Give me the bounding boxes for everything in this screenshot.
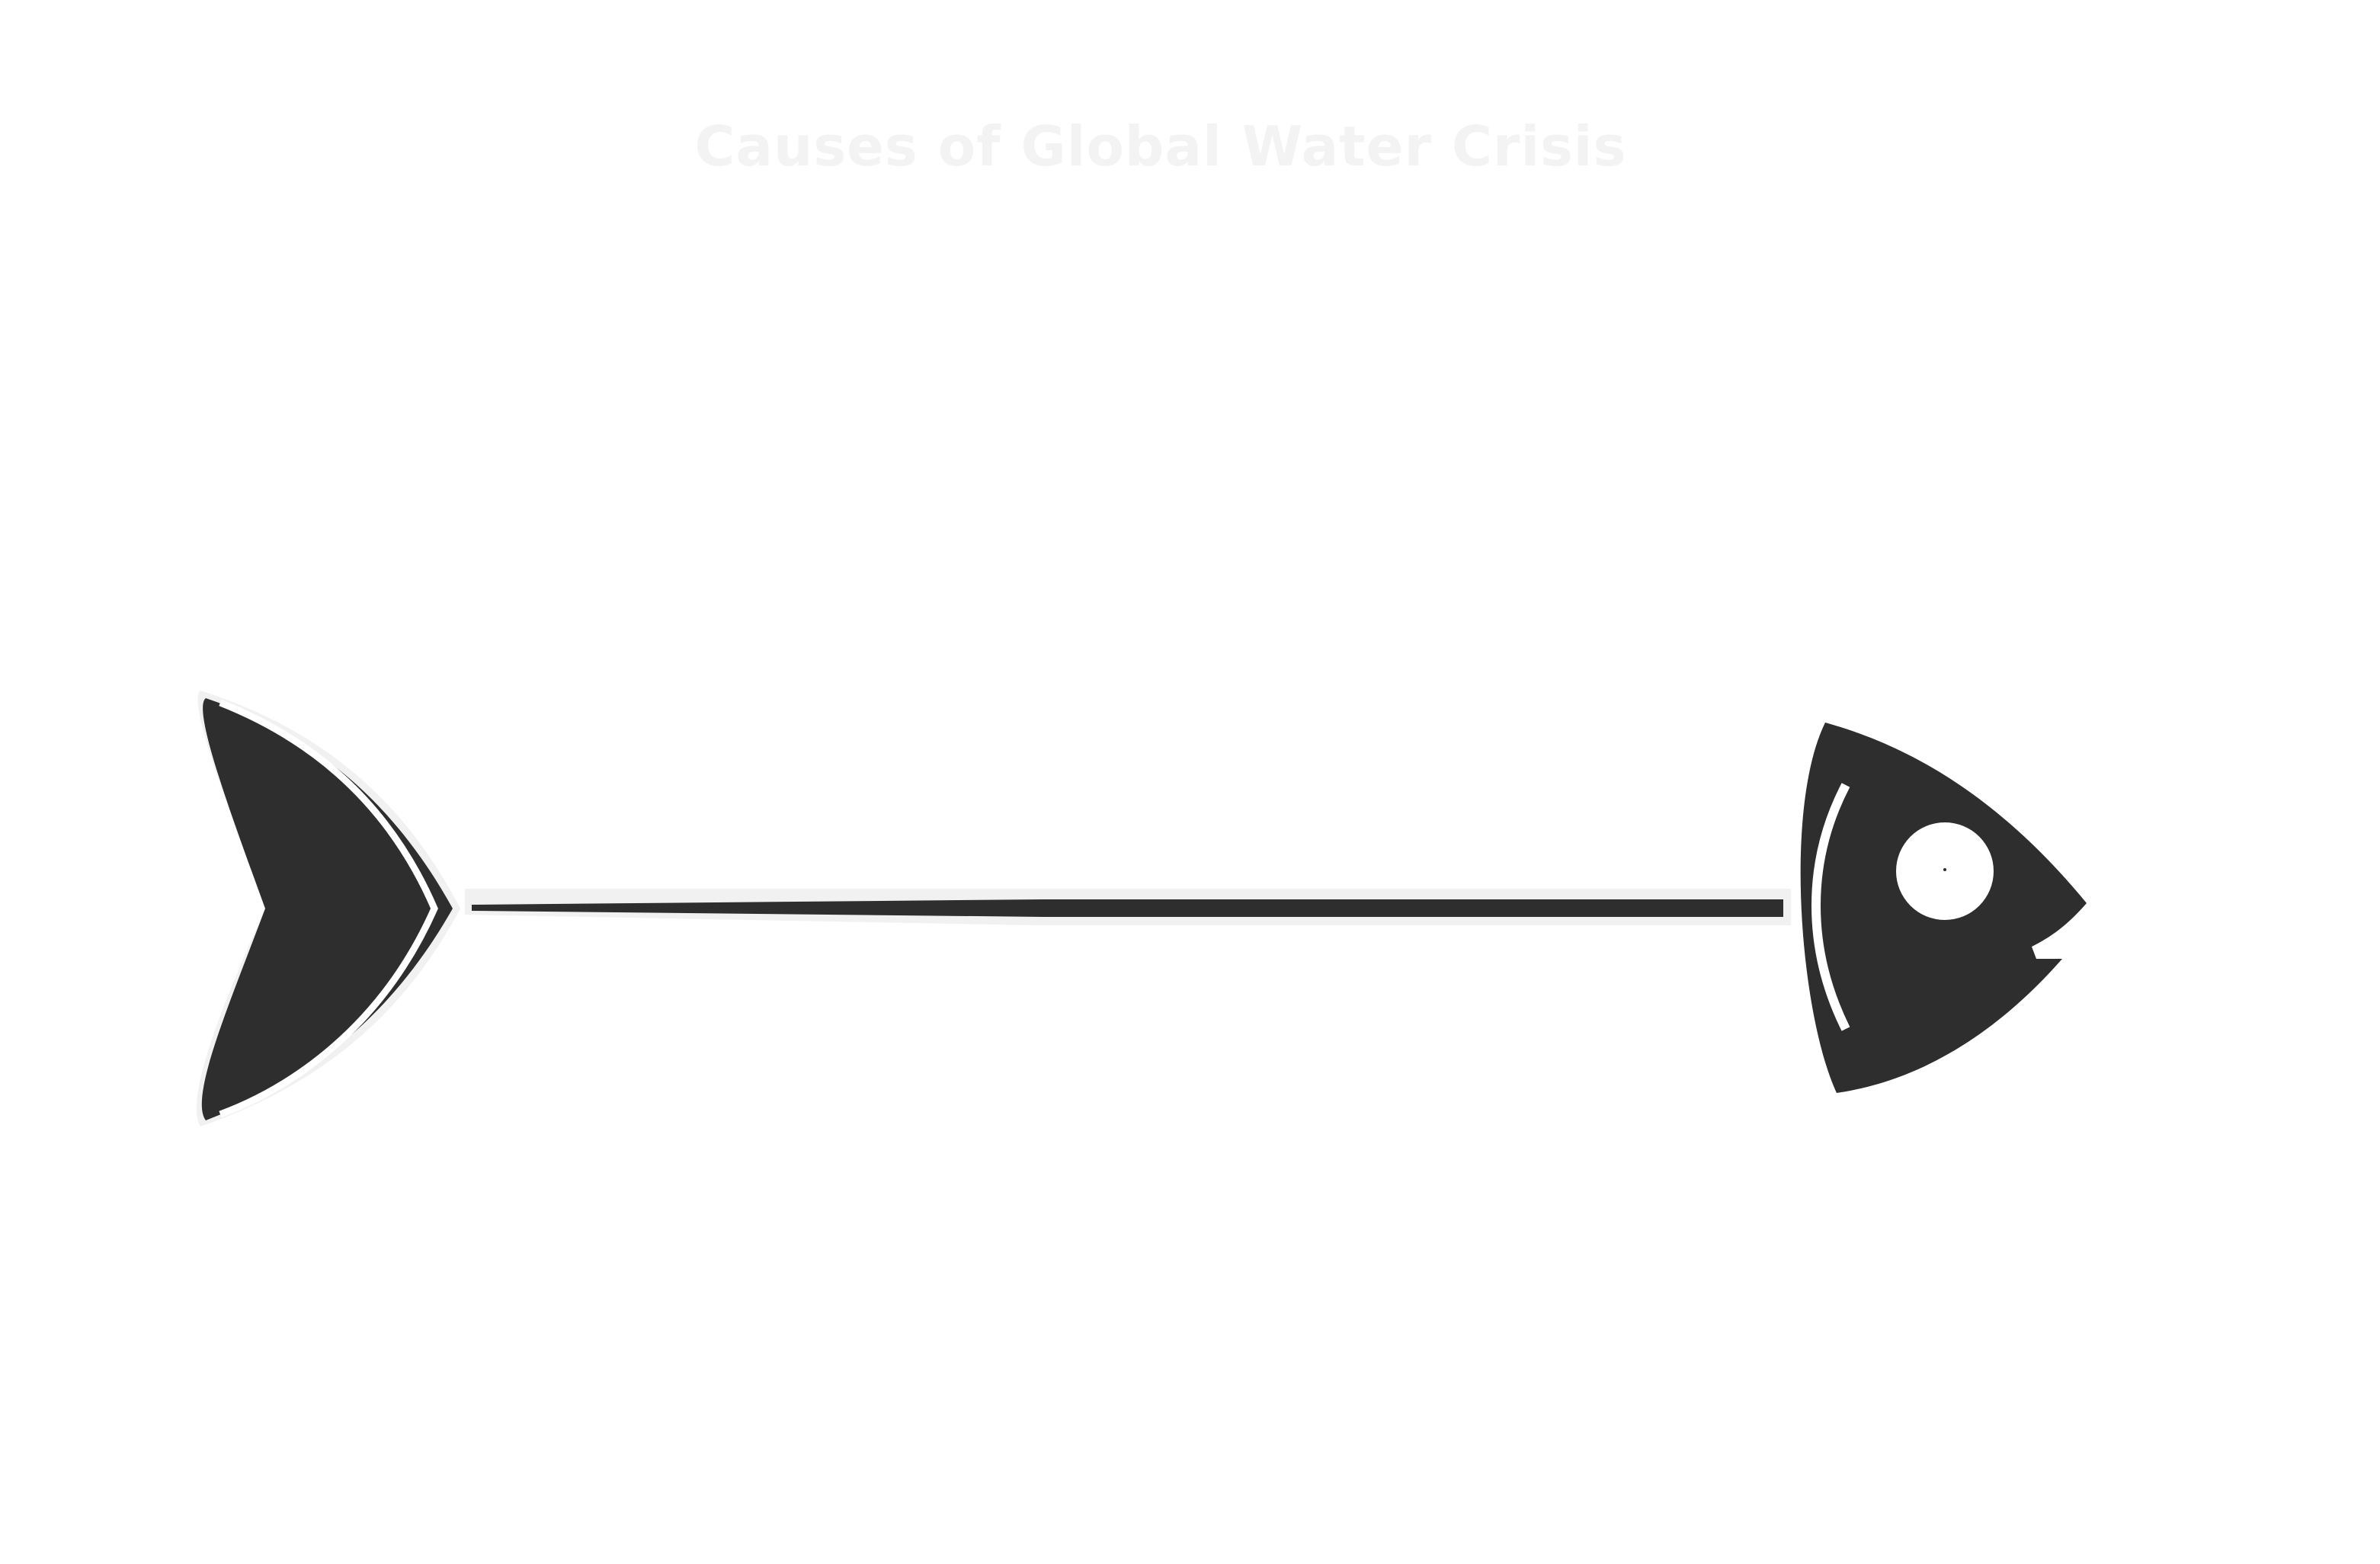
fish-spine [465,889,1791,925]
diagram-title: Causes of Global Water Crisis [694,114,1627,178]
fish-head-icon [1800,723,2087,1093]
fish-tail-icon [196,691,460,1127]
